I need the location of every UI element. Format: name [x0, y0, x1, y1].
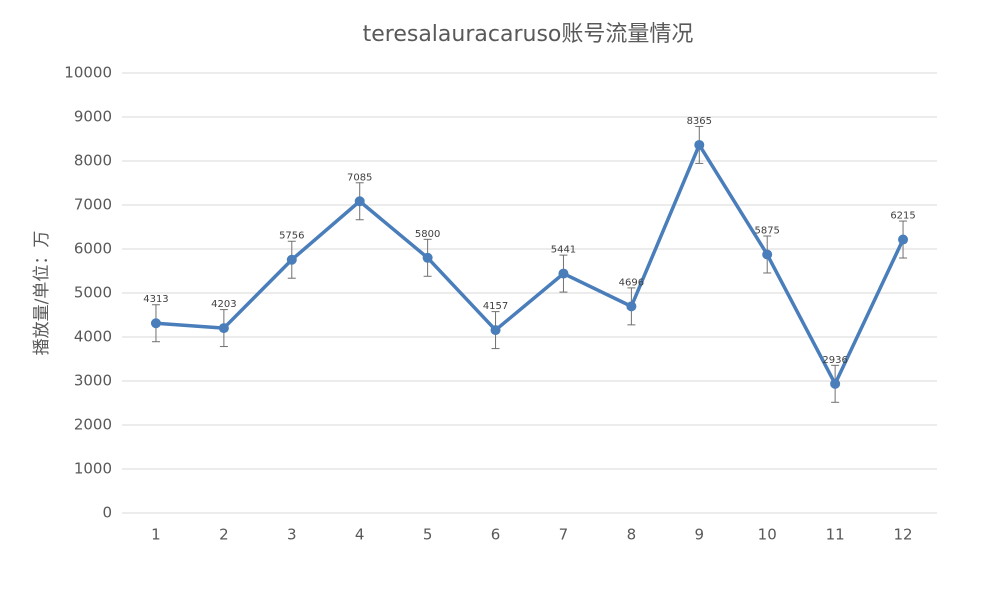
data-label: 8365 — [687, 116, 712, 127]
x-tick-label: 6 — [491, 526, 501, 544]
y-tick-label: 10000 — [64, 64, 112, 82]
x-tick-label: 9 — [695, 526, 705, 544]
x-tick-label: 11 — [826, 526, 845, 544]
y-tick-label: 9000 — [74, 108, 112, 126]
data-point — [558, 268, 569, 279]
x-tick-label: 4 — [355, 526, 365, 544]
y-tick-label: 5000 — [74, 284, 112, 302]
data-point — [626, 301, 637, 312]
data-label: 5441 — [551, 245, 576, 256]
data-label: 4157 — [483, 301, 508, 312]
data-label: 2936 — [822, 355, 847, 366]
x-tick-label: 2 — [219, 526, 229, 544]
y-tick-label: 4000 — [74, 328, 112, 346]
data-label: 5800 — [415, 229, 440, 240]
y-tick-label: 3000 — [74, 372, 112, 390]
y-tick-label: 1000 — [74, 460, 112, 478]
data-point — [286, 254, 297, 265]
y-tick-label: 8000 — [74, 152, 112, 170]
x-tick-label: 12 — [893, 526, 912, 544]
data-point — [694, 139, 705, 150]
data-label: 6215 — [890, 211, 915, 222]
data-point — [422, 252, 433, 263]
data-label: 5756 — [279, 231, 304, 242]
data-label: 4696 — [619, 277, 644, 288]
data-label: 4203 — [211, 299, 236, 310]
data-point — [218, 323, 229, 334]
y-tick-label: 6000 — [74, 240, 112, 258]
x-tick-label: 8 — [627, 526, 637, 544]
x-tick-label: 3 — [287, 526, 297, 544]
y-axis-label: 播放量/单位：万 — [32, 231, 52, 356]
data-label: 5875 — [754, 226, 779, 237]
data-point — [490, 325, 501, 336]
data-point — [898, 234, 909, 245]
y-tick-label: 7000 — [74, 196, 112, 214]
x-tick-label: 7 — [559, 526, 569, 544]
data-point — [762, 249, 773, 260]
data-point — [830, 378, 841, 389]
data-label: 7085 — [347, 172, 372, 183]
x-tick-label: 10 — [758, 526, 777, 544]
chart-title: teresalauracaruso账号流量情况 — [363, 22, 694, 47]
x-tick-label: 1 — [151, 526, 161, 544]
data-label: 4313 — [143, 294, 168, 305]
y-tick-label: 0 — [102, 504, 112, 522]
y-tick-label: 2000 — [74, 416, 112, 434]
series-line — [155, 143, 905, 386]
data-point — [150, 318, 161, 329]
data-point — [354, 196, 365, 207]
x-tick-label: 5 — [423, 526, 433, 544]
